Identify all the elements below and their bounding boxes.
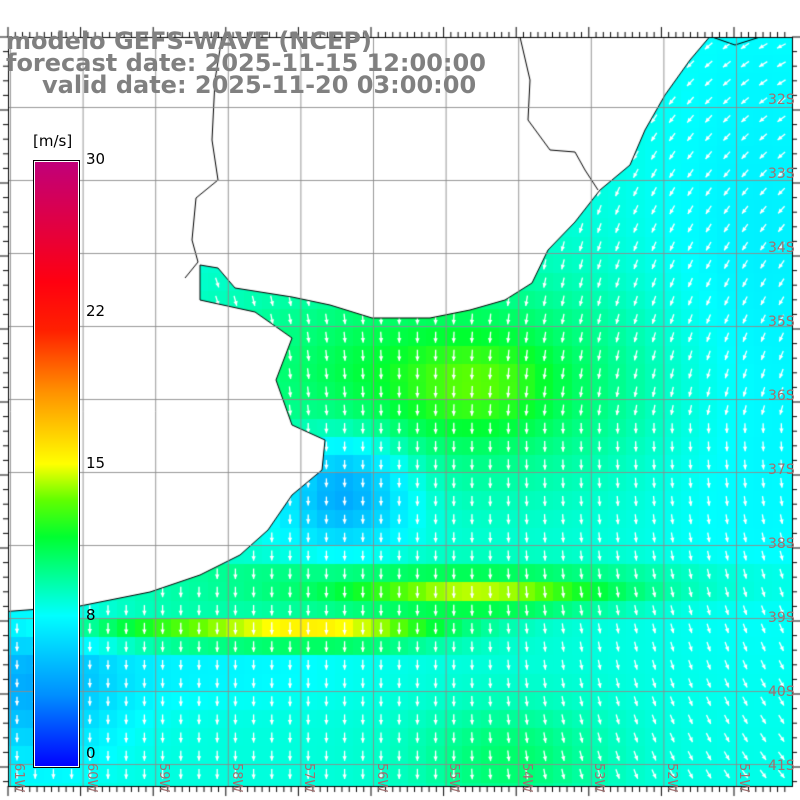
colorbar-unit: [m/s] bbox=[33, 132, 73, 150]
valid-date: valid date: 2025-11-20 03:00:00 bbox=[42, 71, 477, 99]
colorbar-label-15: 15 bbox=[86, 454, 106, 472]
longitude-label: 59W bbox=[156, 763, 171, 793]
latitude-label: 38S bbox=[768, 536, 795, 552]
latitude-label: 37S bbox=[768, 462, 795, 478]
longitude-label: 51W bbox=[736, 763, 751, 793]
latitude-label: 40S bbox=[768, 684, 795, 700]
longitude-label: 52W bbox=[663, 763, 679, 793]
model-title: modelo GEFS-WAVE (NCEP) bbox=[6, 27, 372, 55]
latitude-label: 36S bbox=[768, 388, 795, 404]
latitude-label: 35S bbox=[768, 314, 795, 330]
colorbar-label-0: 0 bbox=[86, 744, 96, 762]
longitude-label: 58W bbox=[228, 763, 244, 793]
longitude-label: 55W bbox=[446, 763, 461, 793]
longitude-label: 60W bbox=[83, 763, 99, 793]
longitude-label: 56W bbox=[373, 763, 389, 793]
colorbar-label-8: 8 bbox=[86, 606, 96, 624]
latitude-label: 41S bbox=[768, 758, 795, 774]
colorbar bbox=[33, 160, 80, 768]
longitude-label: 54W bbox=[518, 763, 534, 793]
colorbar-label-22: 22 bbox=[86, 302, 106, 320]
longitude-label: 57W bbox=[301, 763, 316, 793]
latitude-label: 32S bbox=[768, 92, 795, 108]
latitude-label: 34S bbox=[768, 240, 795, 256]
latitude-label: 39S bbox=[768, 610, 795, 626]
colorbar-label-30: 30 bbox=[86, 150, 106, 168]
longitude-label: 61W bbox=[11, 763, 26, 793]
latitude-label: 33S bbox=[768, 166, 795, 182]
longitude-label: 53W bbox=[591, 763, 606, 793]
forecast-date: forecast date: 2025-11-15 12:00:00 bbox=[6, 49, 486, 77]
